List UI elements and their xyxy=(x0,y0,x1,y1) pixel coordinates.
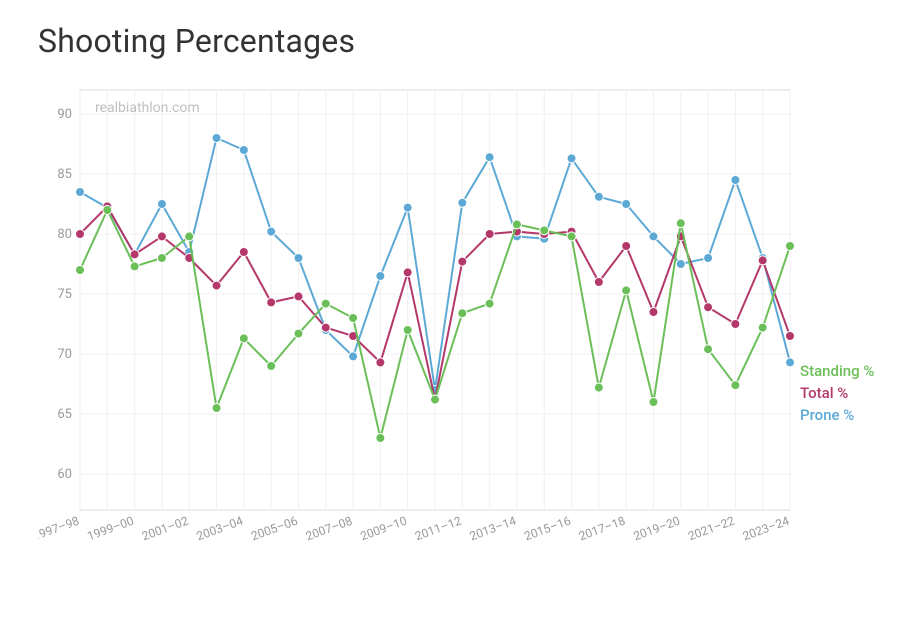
series-marker xyxy=(212,134,221,143)
ytick-label: 85 xyxy=(57,167,72,182)
series-marker xyxy=(349,314,358,323)
series-marker xyxy=(622,242,631,251)
ytick-label: 60 xyxy=(57,467,72,482)
series-marker xyxy=(239,248,248,257)
series-marker xyxy=(512,220,521,229)
series-marker xyxy=(594,278,603,287)
series-marker xyxy=(403,326,412,335)
series-marker xyxy=(376,272,385,281)
series-marker xyxy=(485,230,494,239)
series-marker xyxy=(704,254,713,263)
xtick-label: 2001–02 xyxy=(140,514,190,544)
series-marker xyxy=(376,358,385,367)
series-marker xyxy=(594,383,603,392)
legend-label: Standing % xyxy=(800,362,874,380)
series-marker xyxy=(676,260,685,269)
xtick-label: 2021–22 xyxy=(686,514,736,544)
series-marker xyxy=(76,266,85,275)
series-marker xyxy=(676,219,685,228)
series-marker xyxy=(731,320,740,329)
series-marker xyxy=(594,192,603,201)
series-marker xyxy=(649,308,658,317)
series-marker xyxy=(649,232,658,241)
series-marker xyxy=(458,198,467,207)
series-marker xyxy=(567,232,576,241)
xtick-label: 2023–24 xyxy=(741,514,791,544)
series-marker xyxy=(485,299,494,308)
series-marker xyxy=(321,299,330,308)
series-marker xyxy=(267,362,276,371)
legend-label: Prone % xyxy=(800,406,854,424)
series-marker xyxy=(267,227,276,236)
series-marker xyxy=(294,329,303,338)
watermark: realbiathlon.com xyxy=(95,100,200,116)
xtick-label: 2003–04 xyxy=(195,514,245,544)
series-marker xyxy=(212,404,221,413)
series-marker xyxy=(403,203,412,212)
series-marker xyxy=(431,395,440,404)
series-marker xyxy=(403,268,412,277)
chart-svg: 60 65 70 75 80 85 90 1997–981999–002001–022003–… xyxy=(38,80,878,600)
series-marker xyxy=(649,398,658,407)
series-marker xyxy=(294,254,303,263)
series-marker xyxy=(540,226,549,235)
xtick-label: 2009–10 xyxy=(359,514,409,544)
series-marker xyxy=(212,281,221,290)
series-marker xyxy=(76,188,85,197)
ytick-label: 65 xyxy=(57,407,72,422)
xtick-label: 2013–14 xyxy=(468,514,518,544)
xtick-label: 2007–08 xyxy=(304,514,354,544)
series-marker xyxy=(622,200,631,209)
xtick-label: 2015–16 xyxy=(522,514,572,544)
ytick-label: 70 xyxy=(57,347,72,362)
series-marker xyxy=(731,176,740,185)
xtick-label: 2019–20 xyxy=(632,514,682,544)
series-marker xyxy=(786,242,795,251)
series-marker xyxy=(103,206,112,215)
xtick-label: 2017–18 xyxy=(577,514,627,544)
chart-area: 60 65 70 75 80 85 90 1997–981999–002001–022003–… xyxy=(38,80,878,600)
legend-label: Total % xyxy=(800,384,848,402)
series-marker xyxy=(321,323,330,332)
ytick-label: 75 xyxy=(57,287,72,302)
series-marker xyxy=(239,334,248,343)
chart-title: Shooting Percentages xyxy=(38,22,355,60)
series-marker xyxy=(786,332,795,341)
series-marker xyxy=(758,323,767,332)
series-marker xyxy=(458,257,467,266)
xtick-label: 2011–12 xyxy=(413,514,463,544)
xtick-label: 1997–98 xyxy=(38,514,81,544)
series-marker xyxy=(786,358,795,367)
series-marker xyxy=(458,309,467,318)
series-marker xyxy=(267,298,276,307)
series-marker xyxy=(704,303,713,312)
series-marker xyxy=(185,232,194,241)
series-marker xyxy=(758,256,767,265)
series-marker xyxy=(157,200,166,209)
series-marker xyxy=(157,254,166,263)
ytick-label: 80 xyxy=(57,227,72,242)
series-marker xyxy=(485,153,494,162)
series-marker xyxy=(294,292,303,301)
series-marker xyxy=(76,230,85,239)
series-marker xyxy=(376,434,385,443)
ytick-label: 90 xyxy=(57,107,72,122)
series-marker xyxy=(731,381,740,390)
series-marker xyxy=(239,146,248,155)
xtick-label: 2005–06 xyxy=(249,514,299,544)
series-marker xyxy=(622,286,631,295)
series-marker xyxy=(567,154,576,163)
series-marker xyxy=(349,352,358,361)
series-marker xyxy=(130,250,139,259)
series-marker xyxy=(157,232,166,241)
series-marker xyxy=(704,345,713,354)
series-marker xyxy=(130,262,139,271)
xtick-label: 1999–00 xyxy=(85,514,135,544)
